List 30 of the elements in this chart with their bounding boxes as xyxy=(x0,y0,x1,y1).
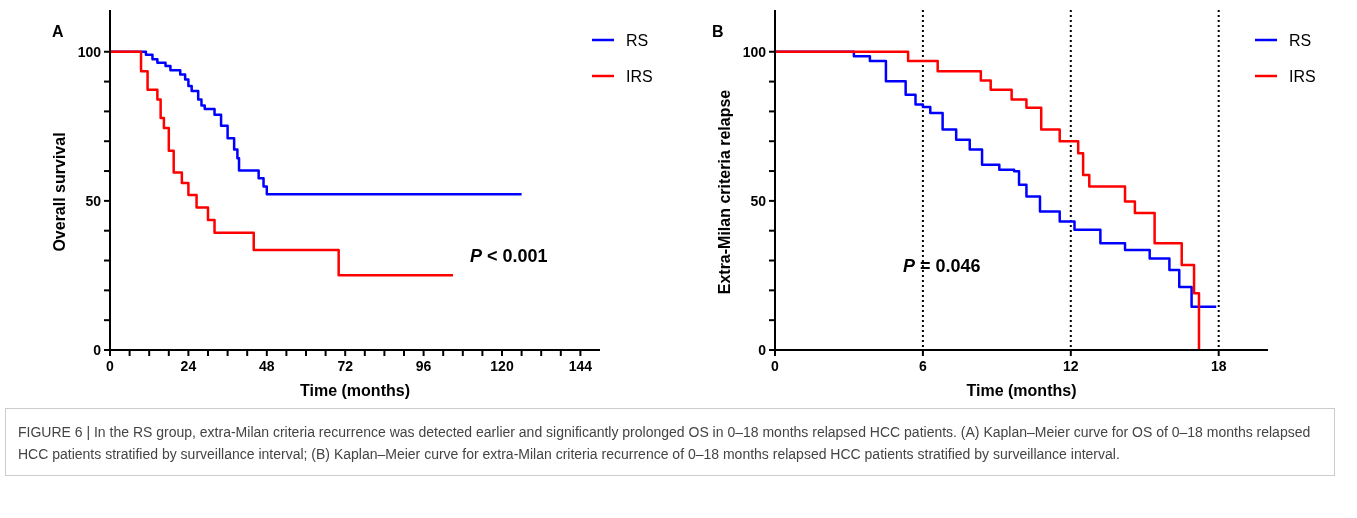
x-tick-label: 144 xyxy=(568,358,593,374)
y-axis-title: Extra-Milan criteria relapse xyxy=(716,89,733,295)
x-tick-label: 72 xyxy=(337,358,354,374)
x-tick-label: 6 xyxy=(919,358,927,374)
y-tick-label: 100 xyxy=(77,43,102,60)
x-axis-title: Time (months) xyxy=(966,382,1077,399)
y-tick-label: 0 xyxy=(758,341,767,358)
y-axis-title: Overall survival xyxy=(51,132,68,252)
legend-label: RS xyxy=(626,31,649,49)
annotation: P = 0.046 xyxy=(903,256,981,276)
legend-label: IRS xyxy=(1289,67,1316,85)
legend-label: RS xyxy=(1289,31,1312,49)
text: A xyxy=(52,23,64,40)
x-tick-label: 18 xyxy=(1210,358,1227,374)
text: B xyxy=(712,23,724,40)
x-tick-label: 24 xyxy=(180,358,197,374)
x-tick-label: 0 xyxy=(106,358,115,374)
y-tick-label: 100 xyxy=(742,43,767,60)
x-tick-label: 120 xyxy=(490,358,514,374)
x-axis-title: Time (months) xyxy=(300,382,410,399)
x-tick-label: 96 xyxy=(415,358,432,374)
x-tick-label: 48 xyxy=(259,358,275,374)
legend-label: IRS xyxy=(626,67,653,85)
caption: FIGURE 6 | In the RS group, extra-Milan criteria recurrence was detected earlier and significantly prolonged OS in 0–18 months relapsed HCC patients. (A) Kaplan–Meier curve for OS of 0–18 months relapsed HCC patients stratified by surveillance interval; (B) Kaplan–Meier curve for extra-Milan criteria recurrence of 0–18 months relapsed HCC patients stratified by surveillance interval. xyxy=(5,408,1335,476)
annotation: P < 0.001 xyxy=(470,246,548,266)
y-tick-label: 50 xyxy=(85,192,102,209)
x-tick-label: 12 xyxy=(1063,358,1079,374)
y-tick-label: 50 xyxy=(750,192,767,209)
y-tick-label: 0 xyxy=(93,341,102,358)
x-tick-label: 0 xyxy=(771,358,780,374)
